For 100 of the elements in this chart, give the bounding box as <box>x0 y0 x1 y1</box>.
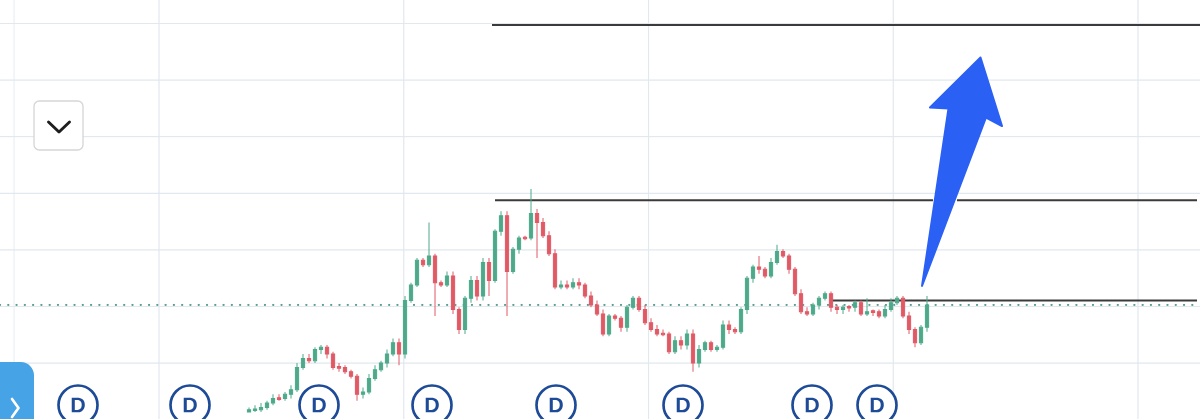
candlestick <box>672 335 678 355</box>
candlestick <box>666 331 672 355</box>
candlestick <box>810 302 816 317</box>
candlestick <box>264 400 270 411</box>
candlestick <box>624 304 630 333</box>
candlestick <box>456 306 462 335</box>
candlestick <box>396 337 402 366</box>
annotation: D <box>549 397 563 413</box>
candlestick <box>612 313 618 322</box>
candlestick <box>402 295 408 359</box>
candlestick <box>528 188 534 241</box>
candlestick <box>864 297 870 317</box>
candlestick <box>660 328 666 337</box>
candlestick <box>654 324 660 337</box>
annotation: D <box>425 397 439 413</box>
candlestick <box>432 253 438 317</box>
candlestick <box>474 275 480 301</box>
candlestick <box>732 326 738 335</box>
candlestick <box>918 324 924 346</box>
candlestick <box>924 295 930 333</box>
candlestick <box>696 344 702 368</box>
annotation: D <box>312 397 326 413</box>
candlestick <box>780 248 786 259</box>
candlestick <box>522 235 528 241</box>
candlestick <box>576 277 582 290</box>
candlestick <box>762 266 768 279</box>
candlestick <box>606 313 612 337</box>
candlestick <box>792 266 798 297</box>
candlestick <box>534 208 540 259</box>
annotation: D <box>71 397 85 413</box>
candlestick <box>690 328 696 373</box>
candlestick <box>708 340 714 353</box>
candlestick <box>630 295 636 310</box>
candlestick <box>246 407 252 413</box>
candlestick <box>360 386 366 400</box>
candlestick <box>510 246 516 275</box>
candlestick <box>846 304 852 313</box>
candlestick <box>306 353 312 364</box>
candlestick <box>912 326 918 348</box>
candlestick <box>378 360 384 373</box>
candlestick <box>282 391 288 402</box>
candlestick <box>852 299 858 313</box>
candlestick <box>804 306 810 317</box>
candlestick <box>330 351 336 371</box>
annotation: D <box>183 397 197 413</box>
candlestick <box>270 393 276 406</box>
candlestick <box>504 210 510 317</box>
candlestick <box>600 308 606 337</box>
candlestick <box>300 353 306 371</box>
candlestick <box>588 291 594 308</box>
candlestick <box>426 221 432 268</box>
candlestick <box>342 364 348 375</box>
candlestick <box>318 344 324 355</box>
candlestick <box>468 275 474 304</box>
candlestick <box>750 264 756 284</box>
candlestick <box>870 308 876 317</box>
candlestick <box>552 248 558 290</box>
candlestick <box>462 295 468 335</box>
candlestick <box>882 304 888 319</box>
candlestick <box>564 279 570 290</box>
candlestick <box>774 244 780 266</box>
candlestick <box>480 257 486 301</box>
annotation: D <box>676 397 690 413</box>
candlestick <box>834 304 840 315</box>
candlestick <box>492 228 498 284</box>
candlestick <box>888 297 894 313</box>
candlestick <box>744 275 750 315</box>
candlestick <box>816 295 822 310</box>
candlestick <box>372 364 378 382</box>
candlestick <box>294 362 300 393</box>
candlestick <box>486 257 492 297</box>
candlestick <box>324 344 330 359</box>
candlestick <box>822 291 828 301</box>
candlestick <box>252 404 258 413</box>
candlestick <box>390 337 396 357</box>
candlestick <box>336 362 342 373</box>
candlestick <box>348 369 354 380</box>
candlestick <box>720 320 726 351</box>
annotation: D <box>870 397 884 413</box>
candlestick <box>876 308 882 319</box>
candlestick <box>756 255 762 275</box>
candlestick <box>702 340 708 353</box>
candlestick <box>546 230 552 257</box>
candlestick <box>684 328 690 351</box>
candlestick <box>594 299 600 317</box>
candlestick <box>582 282 588 299</box>
candlestick <box>498 210 504 237</box>
candlestick <box>354 373 360 402</box>
candlestick <box>516 235 522 255</box>
candlestick <box>738 306 744 335</box>
candlestick <box>678 335 684 351</box>
candlestick <box>312 346 318 364</box>
candlestick <box>798 288 804 315</box>
candlestick <box>558 279 564 290</box>
candlestick <box>414 257 420 288</box>
candlestick <box>642 304 648 326</box>
candlestick <box>900 295 906 319</box>
candlestick <box>570 277 576 290</box>
candlestick <box>438 279 444 288</box>
candlestick <box>828 291 834 313</box>
